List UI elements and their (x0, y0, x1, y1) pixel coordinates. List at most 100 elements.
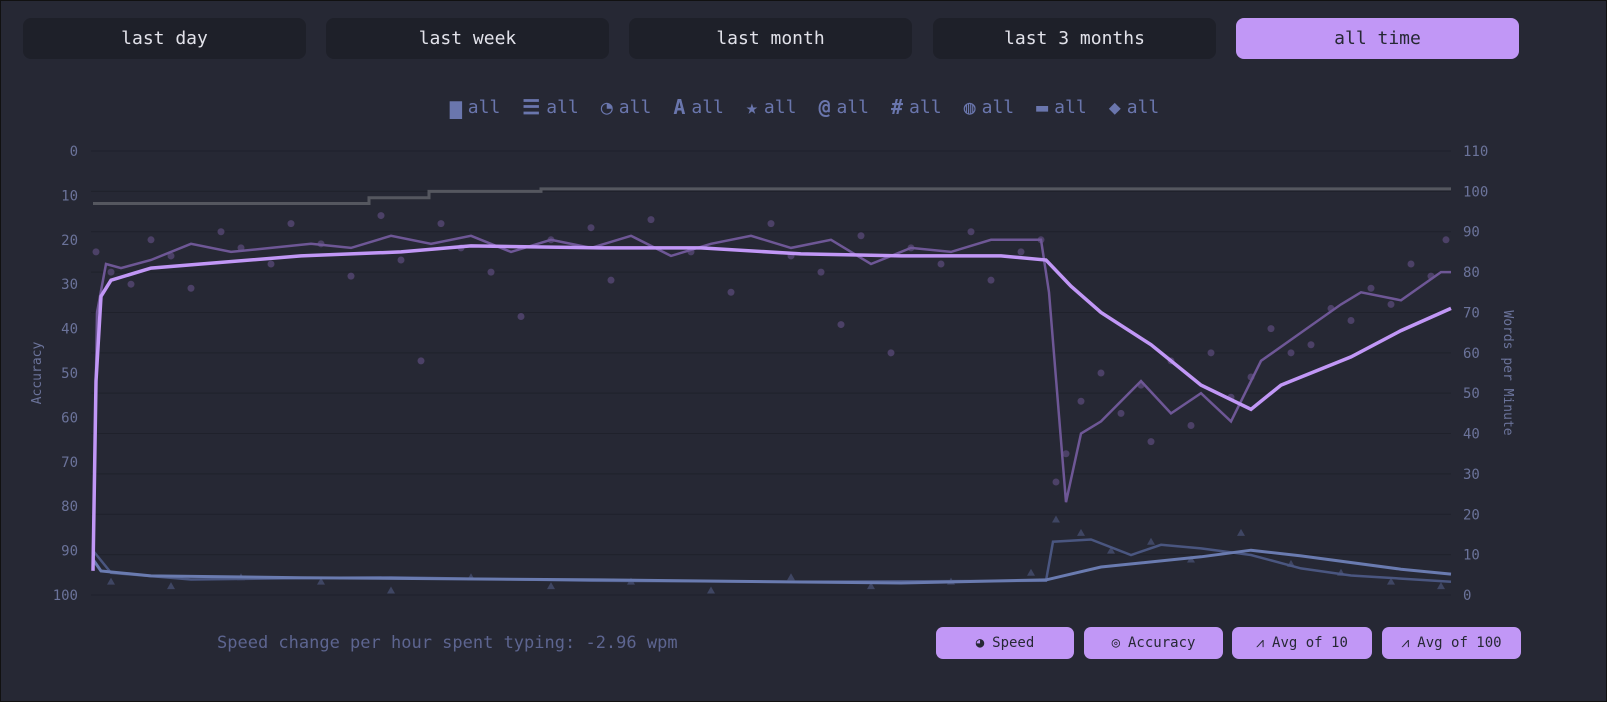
wpm-point (1207, 349, 1215, 357)
clock-icon: ◔ (600, 95, 613, 119)
wpm-point (817, 268, 825, 276)
accuracy-point (387, 586, 395, 594)
accuracy-point (867, 582, 875, 590)
accuracy-point (787, 573, 795, 581)
wpm-point (127, 280, 135, 288)
hashtag-icon: # (891, 95, 904, 119)
wpm-point (517, 312, 525, 320)
wpm-point (267, 260, 275, 268)
wpm-point (1117, 409, 1125, 417)
wpm-point (967, 228, 975, 236)
wpm-point (107, 268, 115, 276)
filter-gamepad[interactable]: ▬ all (1036, 95, 1087, 119)
wpm-avg10-line (91, 234, 1451, 555)
accuracy-point (1237, 528, 1245, 536)
range-all-time[interactable]: all time (1236, 18, 1519, 59)
filter-globe[interactable]: ◍ all (964, 95, 1015, 119)
wpm-point (1187, 421, 1195, 429)
speed-change-note: Speed change per hour spent typing: -2.9… (217, 633, 678, 653)
left-tick-label: 100 (53, 588, 78, 604)
right-tick-label: 0 (1463, 588, 1471, 604)
filter-star[interactable]: ★ all (746, 95, 797, 119)
filter-hashtag[interactable]: # all (891, 95, 942, 119)
toggle-label: Avg of 10 (1272, 635, 1348, 651)
wpm-point (1147, 438, 1155, 446)
filter-label: all (909, 96, 942, 118)
right-tick-label: 20 (1463, 507, 1480, 523)
range-last-week[interactable]: last week (326, 18, 609, 59)
left-tick-label: 80 (61, 499, 78, 515)
range-last-month[interactable]: last month (629, 18, 912, 59)
filter-clock[interactable]: ◔ all (601, 95, 652, 119)
left-tick-label: 40 (61, 322, 78, 338)
tags-icon: ◆ (1108, 95, 1121, 119)
gamepad-icon: ▬ (1036, 95, 1049, 119)
left-tick-label: 10 (61, 188, 78, 204)
list-icon: ☰ (522, 95, 541, 119)
range-last-day[interactable]: last day (23, 18, 306, 59)
personal-best-line (93, 187, 1451, 205)
right-tick-label: 40 (1463, 427, 1480, 443)
left-tick-label: 50 (61, 366, 78, 382)
wpm-point (607, 276, 615, 284)
accuracy-point (707, 586, 715, 594)
bullseye-icon: ◎ (1111, 635, 1120, 651)
wpm-point (1367, 284, 1375, 292)
font-icon: A (673, 95, 686, 119)
right-tick-label: 70 (1463, 305, 1480, 321)
wpm-point (1347, 317, 1355, 325)
wpm-point (1052, 478, 1060, 486)
filter-list[interactable]: ☰ all (522, 95, 578, 119)
wpm-point (1077, 397, 1085, 405)
wpm-point (937, 260, 945, 268)
filter-tags[interactable]: ◆ all (1109, 95, 1160, 119)
left-tick-label: 30 (61, 277, 78, 293)
at-icon: @ (818, 95, 831, 119)
wpm-point (1442, 236, 1450, 244)
wpm-point (987, 276, 995, 284)
filter-label: all (691, 96, 724, 118)
wpm-avg100-line (91, 244, 1452, 571)
range-last-3-months[interactable]: last 3 months (933, 18, 1216, 59)
filter-label: all (467, 96, 501, 118)
toggle-accuracy-button[interactable]: ◎ Accuracy (1084, 627, 1223, 659)
wpm-point (397, 256, 405, 264)
right-tick-label: 110 (1463, 144, 1488, 160)
toggle-speed-button[interactable]: ◕ Speed (936, 627, 1074, 659)
accuracy-point (1437, 582, 1445, 590)
wpm-point (837, 321, 845, 329)
toggle-avg10-button[interactable]: ⩘ Avg of 10 (1232, 627, 1372, 659)
history-chart: 0 10 20 30 40 50 60 70 80 90 100 110 0 10 20 30 40 50 60 70… (30, 144, 1515, 604)
right-tick-label: 80 (1463, 265, 1480, 281)
wpm-point (887, 349, 895, 357)
wpm-point (1287, 349, 1295, 357)
right-tick-label: 30 (1463, 467, 1480, 483)
filter-calendar[interactable]: ▆ all (450, 95, 501, 119)
right-tick-label: 90 (1463, 225, 1480, 241)
left-tick-label: 70 (61, 455, 78, 471)
filter-label: all (546, 96, 579, 118)
accuracy-avg100-line (91, 548, 1452, 585)
wpm-point (287, 220, 295, 228)
wpm-point (727, 288, 735, 296)
star-icon: ★ (745, 95, 758, 119)
filter-label: all (618, 96, 652, 118)
wpm-point (587, 224, 595, 232)
accuracy-point (167, 582, 175, 590)
accuracy-point (1107, 546, 1115, 554)
toggle-avg100-button[interactable]: ⩘ Avg of 100 (1382, 627, 1521, 659)
accuracy-avg10-line (92, 538, 1452, 583)
accuracy-point (547, 582, 555, 590)
accuracy-point (1027, 568, 1035, 576)
accuracy-point (1077, 528, 1085, 536)
accuracy-point (317, 577, 325, 585)
accuracy-point (1147, 537, 1155, 545)
wpm-point (1062, 450, 1070, 458)
accuracy-point (107, 577, 115, 585)
accuracy-point (1387, 577, 1395, 585)
filter-label: all (1054, 96, 1087, 118)
toggle-label: Speed (992, 635, 1035, 651)
filter-label: all (1126, 96, 1160, 118)
filter-at[interactable]: @ all (818, 95, 869, 119)
